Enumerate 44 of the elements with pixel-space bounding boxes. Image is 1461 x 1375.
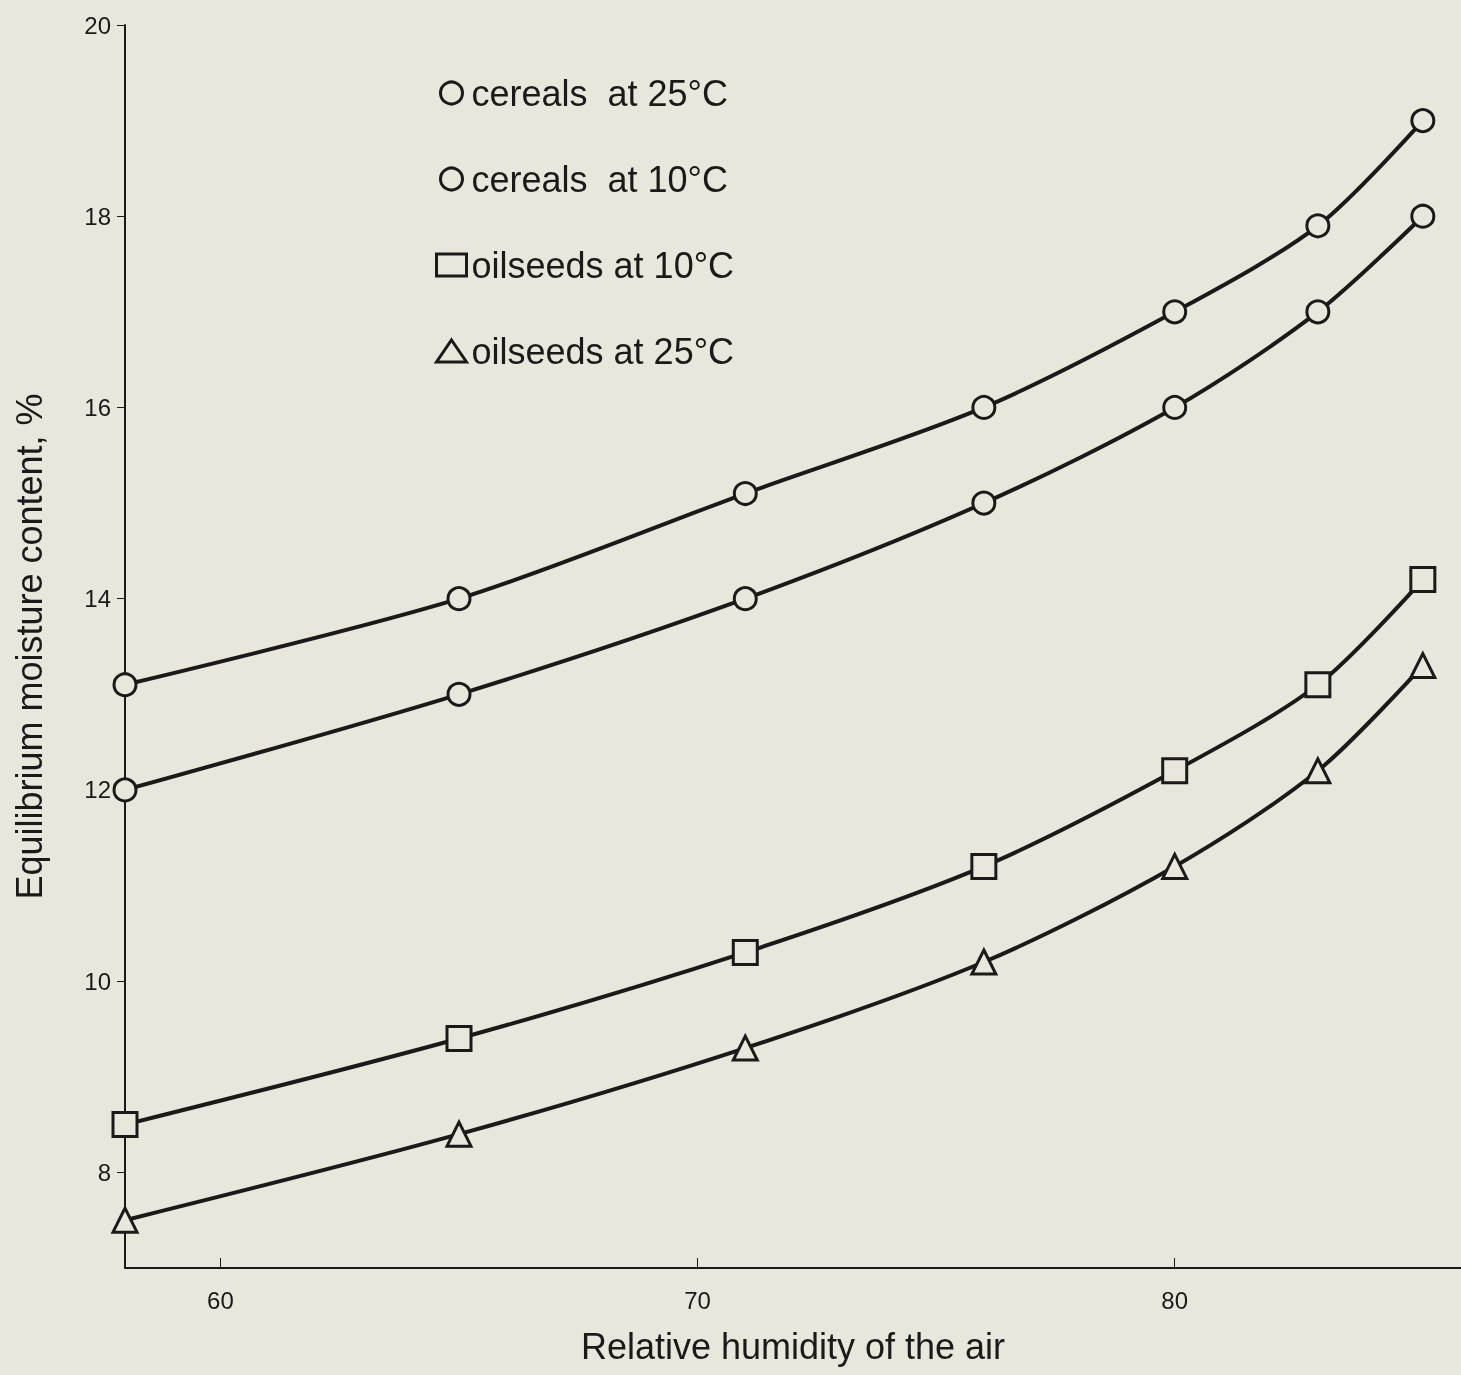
point xyxy=(971,490,997,516)
point xyxy=(970,852,998,880)
point xyxy=(1162,394,1188,420)
point xyxy=(1304,757,1332,785)
point xyxy=(1410,203,1436,229)
point xyxy=(112,777,138,803)
y-tick-label: 16 xyxy=(84,393,111,421)
y-tick-label: 18 xyxy=(84,202,111,230)
legend-label: cereals at 25°C xyxy=(471,72,729,114)
y-tick-label: 14 xyxy=(84,585,111,613)
point xyxy=(1162,299,1188,325)
point xyxy=(1305,299,1331,325)
point xyxy=(445,1025,473,1053)
legend-label: oilseeds at 10°C xyxy=(471,244,735,286)
legend-label: oilseeds at 25°C xyxy=(471,330,735,372)
x-axis-title: Relative humidity of the air xyxy=(580,1325,1006,1367)
point xyxy=(446,681,472,707)
point xyxy=(732,481,758,507)
point xyxy=(971,394,997,420)
point xyxy=(731,938,759,966)
y-axis-title: Equilibrium moisture content, % xyxy=(8,393,50,900)
point xyxy=(112,672,138,698)
legend-label: cereals at 10°C xyxy=(471,158,729,200)
point xyxy=(1305,213,1331,239)
y-tick-label: 10 xyxy=(84,967,111,995)
point xyxy=(731,1032,760,1062)
point xyxy=(969,946,999,976)
point xyxy=(111,1206,139,1234)
point xyxy=(446,586,472,612)
point xyxy=(1410,108,1436,134)
point xyxy=(732,586,758,612)
x-tick-label: 80 xyxy=(1161,1286,1189,1314)
point xyxy=(1161,757,1189,785)
y-tick-label: 20 xyxy=(84,11,111,39)
y-tick-label: 8 xyxy=(97,1158,111,1186)
point xyxy=(1304,671,1332,699)
x-tick-label: 70 xyxy=(684,1286,711,1314)
point xyxy=(111,1111,139,1139)
point xyxy=(1409,652,1437,680)
x-tick-label: 60 xyxy=(207,1286,234,1314)
point xyxy=(1161,852,1189,880)
y-tick-label: 12 xyxy=(84,776,111,804)
point xyxy=(1409,566,1437,594)
point xyxy=(445,1120,473,1148)
